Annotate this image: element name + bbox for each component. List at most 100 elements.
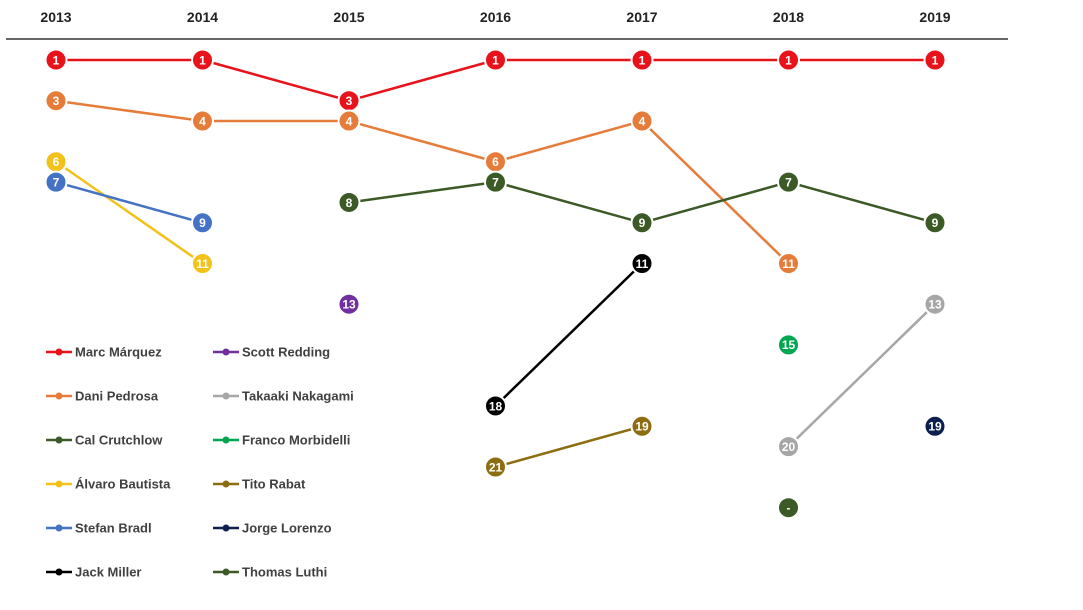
- series-line-tito-rabat-2016-2017: [495, 425, 643, 469]
- data-label-dani-pedrosa-2016: 6: [492, 155, 499, 169]
- marker-dani-pedrosa-2018: 11: [777, 252, 800, 275]
- marker-dani-pedrosa-2013: 3: [44, 89, 68, 113]
- marker-dot-cal-crutchlow-2018: [777, 170, 800, 194]
- marker-dot-cal-crutchlow-2015: [337, 190, 361, 214]
- data-label-marc-marquez-2018: 1: [785, 53, 792, 67]
- data-label-cal-crutchlow-2018: 7: [785, 175, 792, 189]
- marker-dot-jack-miller-2017: [630, 252, 654, 275]
- legend-label-franco-morbidelli: Franco Morbidelli: [242, 433, 350, 448]
- legend-entry-franco-morbidelli: Franco Morbidelli: [213, 433, 350, 448]
- legend-label-stefan-bradl: Stefan Bradl: [75, 521, 152, 536]
- marker-marc-marquez-2017: 1: [630, 48, 654, 72]
- data-label-alvaro-bautista-2013: 6: [53, 155, 60, 169]
- legend-dot-dani-pedrosa: [55, 392, 63, 400]
- series-line-jack-miller-2016-2017: [494, 262, 643, 407]
- legend-label-thomas-luthi: Thomas Luthi: [242, 565, 327, 580]
- legend-label-tito-rabat: Tito Rabat: [242, 477, 306, 492]
- legend-entry-tito-rabat: Tito Rabat: [213, 477, 306, 492]
- legend-entry-alvaro-bautista: Álvaro Bautista: [46, 477, 171, 492]
- marker-dot-franco-morbidelli-2018: [777, 333, 800, 357]
- marker-jack-miller-2017: 11: [630, 252, 654, 275]
- year-label-2016: 2016: [480, 9, 511, 25]
- marker-jorge-lorenzo-2019: 19: [923, 414, 947, 438]
- legend-dot-tito-rabat: [222, 480, 230, 488]
- series-line-alvaro-bautista-2013-2014: [55, 160, 204, 265]
- marker-dot-marc-marquez-2018: [777, 48, 800, 72]
- marker-dot-alvaro-bautista-2014: [191, 252, 214, 275]
- marker-cal-crutchlow-2016: 7: [484, 170, 507, 194]
- legend-label-cal-crutchlow: Cal Crutchlow: [75, 433, 163, 448]
- legend-entry-jack-miller: Jack Miller: [46, 565, 142, 580]
- data-label-marc-marquez-2019: 1: [932, 53, 939, 67]
- marker-dot-stefan-bradl-2014: [191, 211, 214, 235]
- data-label-dani-pedrosa-2014: 4: [199, 114, 206, 128]
- data-label-cal-crutchlow-2019: 9: [932, 216, 939, 230]
- marker-dot-dani-pedrosa-2013: [44, 89, 68, 113]
- legend: Marc Márquez Dani Pedrosa Cal Crutchlow Álv…: [46, 345, 354, 580]
- series-line-takaaki-nakagami-2018-2019: [787, 303, 936, 448]
- series-line-cal-crutchlow-2016-2017: [495, 180, 643, 225]
- data-label-marc-marquez-2014: 1: [199, 53, 206, 67]
- marker-dot-cal-crutchlow-2016: [484, 170, 507, 194]
- legend-label-scott-redding: Scott Redding: [242, 345, 330, 360]
- series-line-dani-pedrosa-2017-2018: [641, 120, 790, 265]
- legend-label-dani-pedrosa: Dani Pedrosa: [75, 389, 159, 404]
- series-line-cal-crutchlow-2018-2019: [788, 180, 936, 225]
- marker-marc-marquez-2015: 3: [337, 89, 361, 113]
- legend-label-jack-miller: Jack Miller: [75, 565, 142, 580]
- legend-dot-alvaro-bautista: [55, 480, 63, 488]
- legend-entry-takaaki-nakagami: Takaaki Nakagami: [213, 389, 354, 404]
- marker-dot-cal-crutchlow-2019: [923, 211, 947, 235]
- marker-dot-tito-rabat-2016: [484, 455, 507, 479]
- marker-dot-scott-redding-2015: [337, 292, 361, 316]
- marker-dot-marc-marquez-2016: [484, 48, 507, 72]
- legend-dot-takaaki-nakagami: [222, 392, 230, 400]
- marker-marc-marquez-2014: 1: [191, 48, 214, 72]
- year-label-2018: 2018: [773, 9, 804, 25]
- marker-dot-stefan-bradl-2013: [44, 170, 68, 194]
- legend-label-takaaki-nakagami: Takaaki Nakagami: [242, 389, 354, 404]
- series-line-marc-marquez-2015-2016: [348, 58, 496, 102]
- year-label-2019: 2019: [919, 9, 950, 25]
- data-label-franco-morbidelli-2018: 15: [782, 338, 796, 352]
- marker-dot-marc-marquez-2019: [923, 48, 947, 72]
- legend-entry-dani-pedrosa: Dani Pedrosa: [46, 389, 159, 404]
- marker-tito-rabat-2016: 21: [484, 455, 507, 479]
- year-label-2013: 2013: [40, 9, 71, 25]
- legend-entry-thomas-luthi: Thomas Luthi: [213, 565, 327, 580]
- data-label-marc-marquez-2016: 1: [492, 53, 499, 67]
- marker-marc-marquez-2019: 1: [923, 48, 947, 72]
- marker-dot-marc-marquez-2017: [630, 48, 654, 72]
- marker-marc-marquez-2018: 1: [777, 48, 800, 72]
- data-label-dani-pedrosa-2018: 11: [782, 257, 795, 271]
- marker-marc-marquez-2016: 1: [484, 48, 507, 72]
- legend-label-alvaro-bautista: Álvaro Bautista: [75, 477, 171, 492]
- series-lines: [55, 58, 936, 469]
- data-label-cal-crutchlow-2017: 9: [639, 216, 646, 230]
- marker-dot-dani-pedrosa-2015: [337, 109, 361, 133]
- legend-dot-thomas-luthi: [222, 568, 230, 576]
- data-label-stefan-bradl-2014: 9: [199, 216, 206, 230]
- data-label-dani-pedrosa-2015: 4: [346, 114, 353, 128]
- data-label-alvaro-bautista-2014: 11: [196, 257, 209, 271]
- series-line-cal-crutchlow-2015-2016: [348, 180, 496, 204]
- marker-dani-pedrosa-2014: 4: [191, 109, 214, 133]
- marker-cal-crutchlow-2017: 9: [630, 211, 654, 235]
- legend-dot-franco-morbidelli: [222, 436, 230, 444]
- series-markers: 1 131 1 1 134 4641187979611791811132013152119…: [44, 48, 947, 520]
- marker-dot-dani-pedrosa-2018: [777, 252, 800, 275]
- marker-dot-marc-marquez-2014: [191, 48, 214, 72]
- data-label-dani-pedrosa-2013: 3: [53, 94, 60, 108]
- data-label-cal-crutchlow-2015: 8: [346, 196, 353, 210]
- year-label-2015: 2015: [333, 9, 364, 25]
- data-label-dani-pedrosa-2017: 4: [639, 114, 646, 128]
- marker-franco-morbidelli-2018: 15: [777, 333, 800, 357]
- marker-dot-dani-pedrosa-2014: [191, 109, 214, 133]
- series-line-dani-pedrosa-2013-2014: [55, 99, 203, 123]
- marker-dot-cal-crutchlow-2017: [630, 211, 654, 235]
- marker-dot-takaaki-nakagami-2018: [777, 435, 800, 459]
- series-line-stefan-bradl-2013-2014: [55, 180, 203, 225]
- data-label-jorge-lorenzo-2019: 19: [928, 420, 942, 434]
- marker-stefan-bradl-2014: 9: [191, 211, 214, 235]
